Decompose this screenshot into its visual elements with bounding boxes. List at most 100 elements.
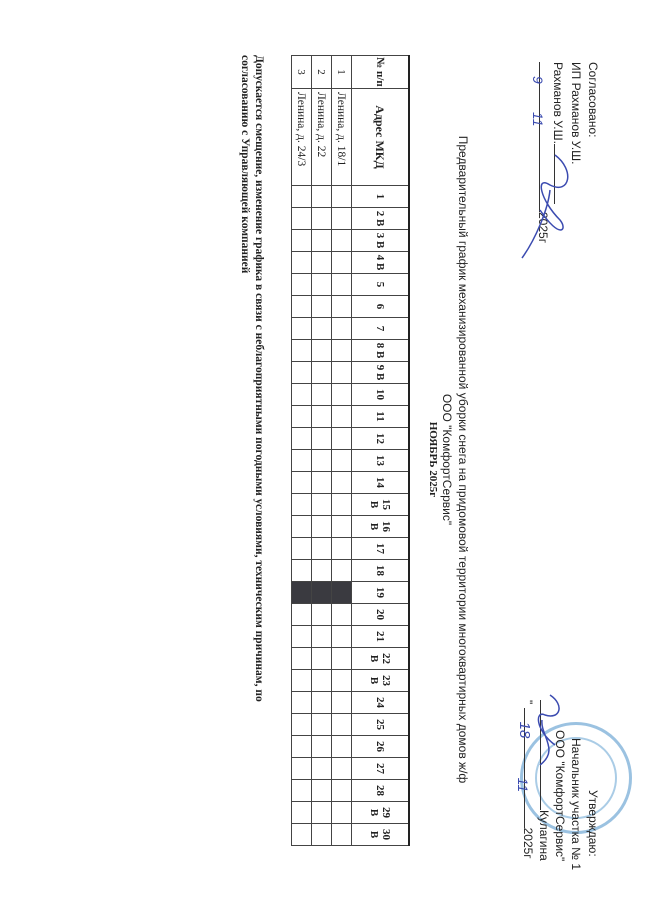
day-cell [311, 691, 332, 714]
col-header-day: 11 [351, 405, 409, 428]
col-header-day: 1 [351, 185, 409, 208]
doc-month: НОЯБРЬ 2025г [427, 421, 439, 498]
col-header-day: 12 [351, 427, 409, 450]
day-cell [331, 515, 352, 538]
col-header-day: 28 [351, 779, 409, 802]
col-header-day: 23 В [351, 669, 409, 692]
table-row: 2 Ленина, д. 22 [311, 55, 332, 846]
day-cell [291, 471, 312, 494]
col-header-day: 2 В [351, 207, 409, 230]
agreed-date-day: 9 [530, 76, 546, 84]
day-cell [291, 559, 312, 582]
day-cell [331, 691, 352, 714]
day-cell [311, 515, 332, 538]
day-cell [331, 405, 352, 428]
day-cell [311, 823, 332, 846]
day-cell [291, 757, 312, 780]
day-cell [331, 317, 352, 340]
col-header-day: 20 [351, 603, 409, 626]
day-cell [331, 537, 352, 560]
day-cell [331, 801, 352, 824]
day-cell [291, 339, 312, 362]
day-cell [311, 603, 332, 626]
day-cell [311, 647, 332, 670]
col-header-day: 13 [351, 449, 409, 472]
col-header-day: 24 [351, 691, 409, 714]
approve-date-year: 2025г [521, 827, 535, 859]
table-row: 1 Ленина, д. 18/1 [331, 55, 352, 846]
day-cell [311, 229, 332, 252]
day-cell [311, 757, 332, 780]
day-cell [331, 713, 352, 736]
day-cell-shaded [311, 581, 332, 604]
day-cell [331, 559, 352, 582]
day-cell [311, 801, 332, 824]
day-cell [291, 251, 312, 274]
day-cell [291, 823, 312, 846]
agreed-signer: Рахманов У.Ш. [551, 62, 565, 144]
day-cell [311, 713, 332, 736]
day-cell [291, 647, 312, 670]
col-header-day: 25 [351, 713, 409, 736]
approve-date-month: 11 [515, 777, 531, 793]
col-header-day: 15 В [351, 493, 409, 516]
day-cell [331, 625, 352, 648]
day-cell [291, 361, 312, 384]
approve-signer: Кулагина [537, 810, 551, 861]
day-cell [311, 669, 332, 692]
day-cell [291, 207, 312, 230]
day-cell [331, 339, 352, 362]
day-cell [291, 779, 312, 802]
day-cell [311, 735, 332, 758]
table-row: 3 Ленина, д. 24/3 [291, 55, 312, 846]
day-cell [331, 229, 352, 252]
agreed-date-month: 11 [530, 112, 546, 127]
day-cell [291, 625, 312, 648]
day-cell [311, 207, 332, 230]
day-cell [291, 603, 312, 626]
day-cell [311, 559, 332, 582]
day-cell [331, 471, 352, 494]
day-cell [291, 691, 312, 714]
col-header-day: 30 В [351, 823, 409, 846]
day-cell [311, 251, 332, 274]
day-cell [331, 273, 352, 296]
col-header-day: 17 [351, 537, 409, 560]
day-cell-shaded [331, 581, 352, 604]
day-cell [291, 273, 312, 296]
day-cell [311, 361, 332, 384]
day-cell [311, 427, 332, 450]
day-cell [291, 801, 312, 824]
col-header-day: 5 [351, 273, 409, 296]
col-header-day: 9 В [351, 361, 409, 384]
col-header-day: 26 [351, 735, 409, 758]
day-cell [331, 251, 352, 274]
footnote-line2: согласованию с Управляющей компанией [239, 55, 251, 274]
row-address: Ленина, д. 24/3 [291, 88, 312, 186]
day-cell [311, 493, 332, 516]
col-header-day: 19 [351, 581, 409, 604]
approve-label: Утверждаю: [586, 790, 600, 857]
col-header-num: № п/п [351, 55, 409, 89]
row-address: Ленина, д. 22 [311, 88, 332, 186]
day-cell [331, 493, 352, 516]
day-cell [311, 273, 332, 296]
row-num: 3 [291, 55, 312, 89]
col-header-address: Адрес МКД [351, 88, 409, 186]
footnote-line1: Допускается смещение, изменение графика … [253, 55, 265, 702]
row-num: 1 [331, 55, 352, 89]
day-cell-shaded [291, 581, 312, 604]
day-cell [331, 757, 352, 780]
col-header-day: 16 В [351, 515, 409, 538]
day-cell [291, 185, 312, 208]
day-cell [331, 427, 352, 450]
day-cell [311, 405, 332, 428]
day-cell [291, 669, 312, 692]
day-cell [291, 735, 312, 758]
day-cell [291, 427, 312, 450]
day-cell [311, 339, 332, 362]
doc-title: Предварительный график механизированной … [456, 135, 470, 784]
col-header-day: 14 [351, 471, 409, 494]
doc-org: ООО "КомфортСервис" [440, 393, 454, 526]
